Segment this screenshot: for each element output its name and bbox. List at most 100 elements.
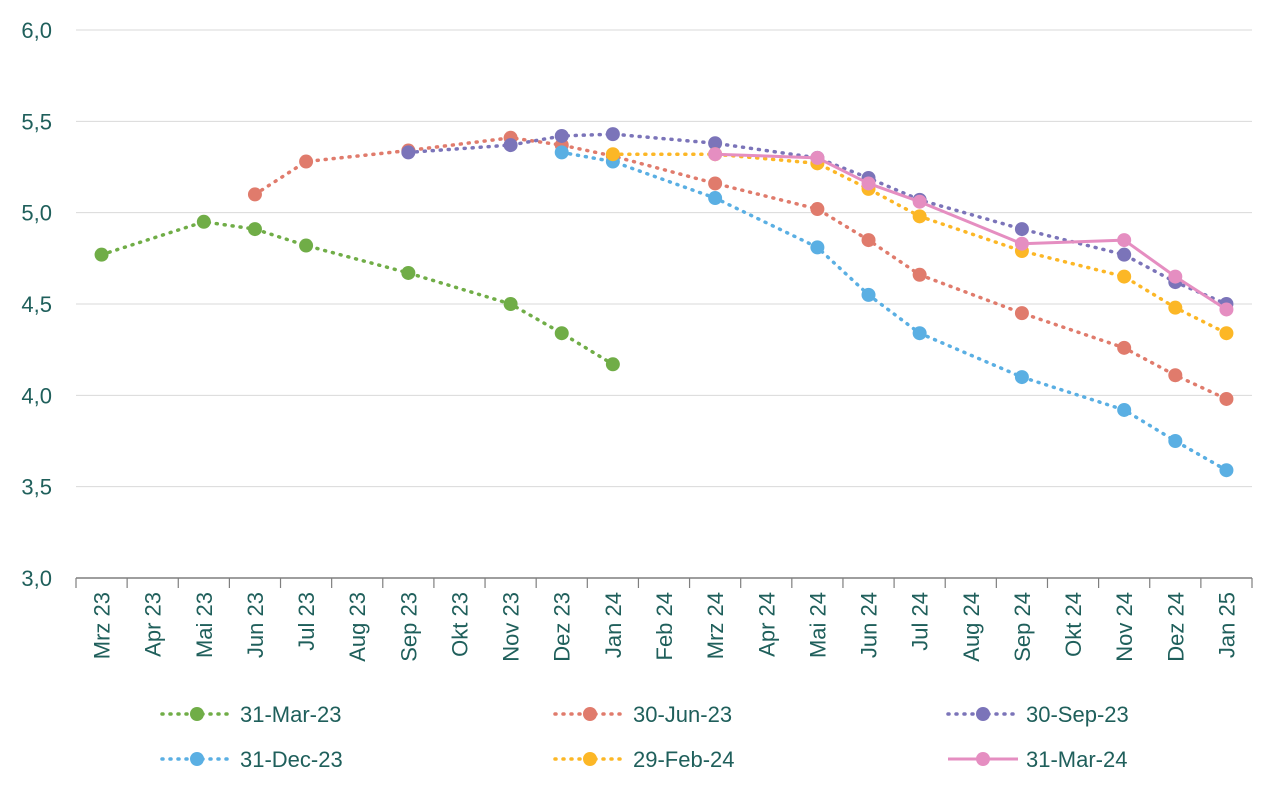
x-tick-label: Mai 23 [192, 592, 217, 658]
data-point [1117, 269, 1132, 284]
data-point [1117, 233, 1132, 248]
data-point [1219, 463, 1234, 478]
x-tick-label: Aug 23 [345, 592, 370, 662]
x-tick-label: Aug 24 [959, 592, 984, 662]
data-point [1219, 391, 1234, 406]
legend-label: 31-Mar-23 [240, 702, 341, 727]
data-point [1168, 269, 1183, 284]
data-point [247, 222, 262, 237]
data-point [1117, 340, 1132, 355]
x-tick-label: Mrz 23 [90, 592, 115, 659]
legend-swatch-marker [976, 707, 990, 721]
data-point [708, 136, 723, 151]
y-tick-label: 4,0 [21, 383, 52, 408]
data-point [1014, 306, 1029, 321]
y-tick-label: 4,5 [21, 292, 52, 317]
data-point [1117, 402, 1132, 417]
x-tick-label: Sep 24 [1010, 592, 1035, 662]
data-point [1219, 326, 1234, 341]
data-point [196, 214, 211, 229]
legend: 31-Mar-23 30-Jun-23 30-Sep-23 31-Dec-23 29-F… [160, 702, 1129, 772]
data-point [503, 138, 518, 153]
legend-label: 31-Mar-24 [1026, 747, 1127, 772]
y-tick-label: 3,5 [21, 475, 52, 500]
series-lines [94, 127, 1234, 478]
data-point [810, 150, 825, 165]
series-line-1 [99, 220, 615, 367]
data-point [708, 147, 723, 162]
series-line-6 [715, 152, 1228, 311]
data-point [1014, 236, 1029, 251]
x-tick-label: Mai 24 [805, 592, 830, 658]
series-line-4 [559, 150, 1229, 472]
data-point [605, 357, 620, 372]
data-point [912, 209, 927, 224]
data-point [554, 128, 569, 143]
legend-label: 30-Jun-23 [633, 702, 732, 727]
x-tick-label: Dez 23 [550, 592, 575, 662]
gridlines [76, 29, 1252, 488]
legend-item: 30-Sep-23 [946, 702, 1129, 727]
data-point [1117, 247, 1132, 262]
series-line-2 [253, 136, 1229, 401]
data-point [861, 287, 876, 302]
legend-swatch-marker [583, 752, 597, 766]
data-point [912, 267, 927, 282]
data-point [401, 265, 416, 280]
legend-swatch-marker [190, 752, 204, 766]
data-point [1168, 368, 1183, 383]
data-point [247, 187, 262, 202]
x-tick-label: Nov 24 [1112, 592, 1137, 662]
x-tick-label: Apr 24 [754, 592, 779, 657]
data-point [299, 238, 314, 253]
x-tick-label: Sep 23 [396, 592, 421, 662]
series-line-3 [406, 132, 1229, 306]
legend-label: 30-Sep-23 [1026, 702, 1129, 727]
data-point [503, 297, 518, 311]
data-point [708, 191, 723, 206]
x-tick-label: Mrz 24 [703, 592, 728, 659]
data-point [554, 326, 569, 341]
x-tick-label: Okt 23 [447, 592, 472, 657]
data-point [299, 154, 314, 169]
data-point [810, 202, 825, 217]
legend-label: 29-Feb-24 [633, 747, 735, 772]
x-tick-label: Jan 25 [1214, 592, 1239, 658]
data-point [810, 240, 825, 255]
data-point [1168, 434, 1183, 448]
y-axis-tick-labels: 3,0 3,5 4,0 4,5 5,0 5,5 6,0 [21, 18, 52, 591]
x-axis: Mrz 23 Apr 23 Mai 23 Jun 23 Jul 23 Aug 23 Sep … [75, 577, 1253, 662]
legend-item: 30-Jun-23 [553, 702, 732, 727]
x-tick-label: Jan 24 [601, 592, 626, 658]
data-point [1219, 302, 1234, 317]
y-tick-label: 6,0 [21, 18, 52, 43]
x-tick-label: Okt 24 [1061, 592, 1086, 657]
data-point [912, 326, 927, 341]
data-point [554, 145, 569, 160]
legend-swatch-marker [190, 707, 204, 721]
data-point [861, 176, 876, 191]
x-tick-label: Feb 24 [652, 592, 677, 661]
data-point [1014, 222, 1029, 237]
y-tick-label: 5,5 [21, 109, 52, 134]
data-point [94, 247, 109, 262]
data-point [1014, 370, 1029, 385]
y-tick-label: 3,0 [21, 566, 52, 591]
legend-item: 31-Dec-23 [160, 747, 343, 772]
data-point [1168, 300, 1183, 315]
x-tick-label: Apr 23 [141, 592, 166, 657]
x-tick-label: Jul 23 [294, 592, 319, 651]
legend-swatch-marker [976, 752, 990, 766]
data-point [708, 176, 723, 191]
data-point [605, 127, 620, 142]
legend-item: 31-Mar-24 [948, 747, 1127, 772]
x-tick-label: Jun 24 [857, 592, 882, 658]
x-tick-label: Nov 23 [499, 592, 524, 662]
data-point [605, 147, 620, 162]
data-point [401, 145, 416, 160]
legend-label: 31-Dec-23 [240, 747, 343, 772]
x-tick-label: Dez 24 [1163, 592, 1188, 662]
y-tick-label: 5,0 [21, 201, 52, 226]
x-tick-label: Jun 23 [243, 592, 268, 658]
